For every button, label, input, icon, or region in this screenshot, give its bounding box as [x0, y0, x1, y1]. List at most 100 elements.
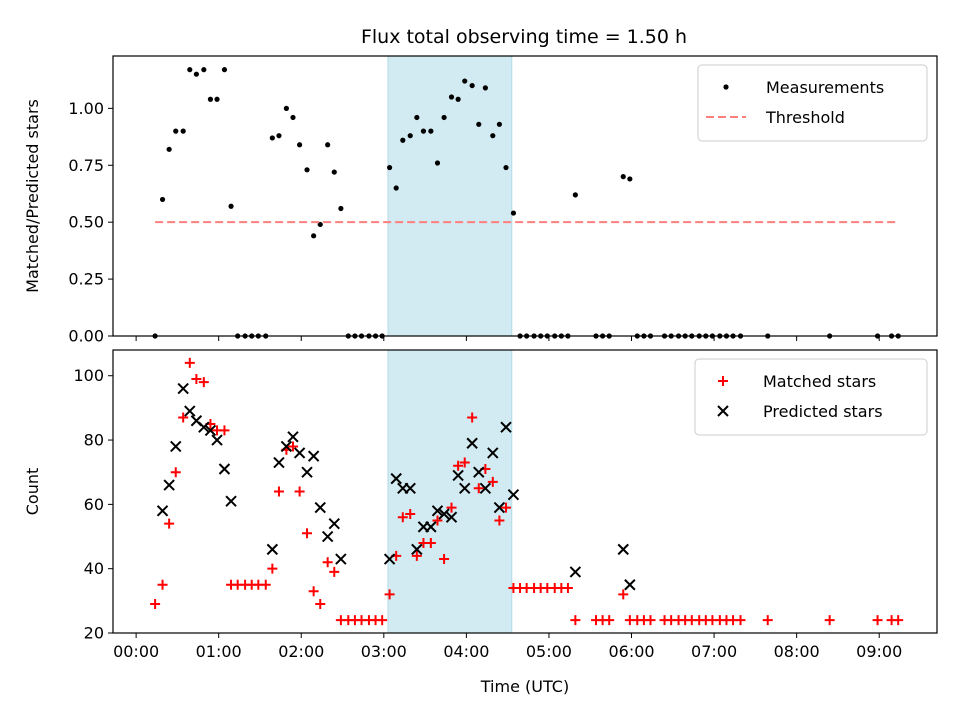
data-point — [453, 460, 464, 471]
data-point — [386, 164, 393, 171]
y-tick-label: 1.00 — [68, 99, 104, 118]
legend-label: Threshold — [765, 108, 845, 127]
legend-box — [694, 358, 928, 436]
bottom-legend: Matched stars Predicted stars — [694, 358, 928, 436]
x-tick-label: 05:00 — [526, 642, 572, 661]
data-point — [304, 167, 310, 173]
data-point — [400, 137, 406, 143]
data-point — [198, 421, 210, 433]
data-point — [455, 96, 461, 102]
y-tick-label: 20 — [84, 624, 104, 643]
data-point — [290, 114, 296, 121]
top-y-axis-label: Matched/Predicted stars — [23, 99, 42, 293]
data-point — [325, 142, 331, 148]
data-point — [397, 512, 408, 523]
data-point — [280, 440, 293, 453]
data-point — [459, 482, 471, 494]
data-point — [307, 450, 320, 462]
data-point — [267, 563, 278, 574]
data-point — [432, 515, 443, 526]
data-point — [163, 479, 175, 491]
data-point — [428, 128, 434, 134]
data-point — [173, 128, 179, 134]
y-tick-label: 0.00 — [68, 327, 104, 346]
data-point — [177, 382, 189, 395]
data-point — [473, 483, 484, 494]
data-point — [383, 553, 396, 565]
y-tick-label: 60 — [84, 495, 104, 514]
data-point — [482, 85, 488, 91]
top-axes-frame — [112, 55, 938, 337]
legend-marker — [718, 376, 728, 386]
data-point — [407, 133, 413, 139]
chart-title: Flux total observing time = 1.50 h — [361, 26, 687, 48]
data-point — [441, 114, 447, 121]
bottom-series-predicted-stars — [156, 382, 636, 591]
data-point — [448, 94, 455, 100]
data-point — [164, 518, 175, 529]
data-point — [624, 579, 636, 591]
bottom-panel: 20 40 60 80 100 00:00 01:00 02:00 03:00 04:00 05:0… — [23, 349, 938, 696]
data-point — [503, 164, 509, 171]
data-point — [569, 566, 582, 578]
data-point — [221, 67, 228, 73]
data-point — [496, 121, 503, 127]
data-point — [439, 554, 450, 565]
data-point — [570, 615, 581, 626]
data-point — [431, 505, 444, 517]
data-point — [645, 615, 656, 626]
bottom-axes-frame — [112, 349, 938, 634]
data-point — [302, 528, 313, 539]
data-point — [487, 447, 499, 459]
data-point — [411, 543, 423, 556]
data-point — [198, 377, 209, 388]
data-point — [604, 615, 615, 626]
x-tick-label: 09:00 — [856, 642, 902, 661]
data-point — [328, 517, 340, 530]
data-point — [459, 457, 470, 468]
bottom-highlight-span — [387, 349, 513, 634]
data-point — [438, 508, 450, 520]
bottom-series-matched-stars — [150, 357, 904, 626]
data-point — [207, 96, 214, 102]
data-point — [479, 482, 492, 494]
data-point — [390, 472, 402, 485]
x-tick-label: 03:00 — [361, 642, 407, 661]
data-point — [494, 515, 505, 526]
data-point — [314, 501, 326, 514]
x-tick-label: 04:00 — [443, 642, 489, 661]
data-point — [293, 447, 306, 459]
data-point — [178, 412, 189, 423]
data-point — [329, 566, 340, 577]
x-tick-label: 01:00 — [196, 642, 242, 661]
data-point — [377, 615, 388, 626]
legend-marker — [717, 405, 729, 417]
data-point — [469, 82, 475, 89]
data-point — [301, 466, 313, 478]
data-point — [384, 589, 395, 600]
data-point — [627, 176, 633, 182]
data-point — [473, 466, 485, 478]
data-point — [466, 437, 478, 449]
data-point — [338, 205, 344, 212]
data-point — [273, 486, 284, 497]
data-point — [283, 105, 289, 111]
data-point — [150, 599, 161, 610]
data-point — [308, 586, 319, 597]
data-point — [445, 511, 458, 523]
data-point — [618, 589, 629, 600]
x-axis-label: Time (UTC) — [480, 677, 569, 696]
data-point — [204, 424, 217, 437]
data-point — [507, 489, 520, 501]
data-point — [414, 114, 420, 121]
data-point — [228, 203, 234, 209]
data-point — [187, 67, 193, 73]
data-point — [476, 121, 482, 127]
data-point — [287, 441, 298, 452]
data-point — [572, 192, 578, 198]
data-point — [214, 96, 220, 102]
legend-label: Measurements — [766, 78, 884, 97]
data-point — [311, 233, 317, 239]
legend-box — [697, 64, 928, 142]
data-point — [166, 146, 172, 152]
